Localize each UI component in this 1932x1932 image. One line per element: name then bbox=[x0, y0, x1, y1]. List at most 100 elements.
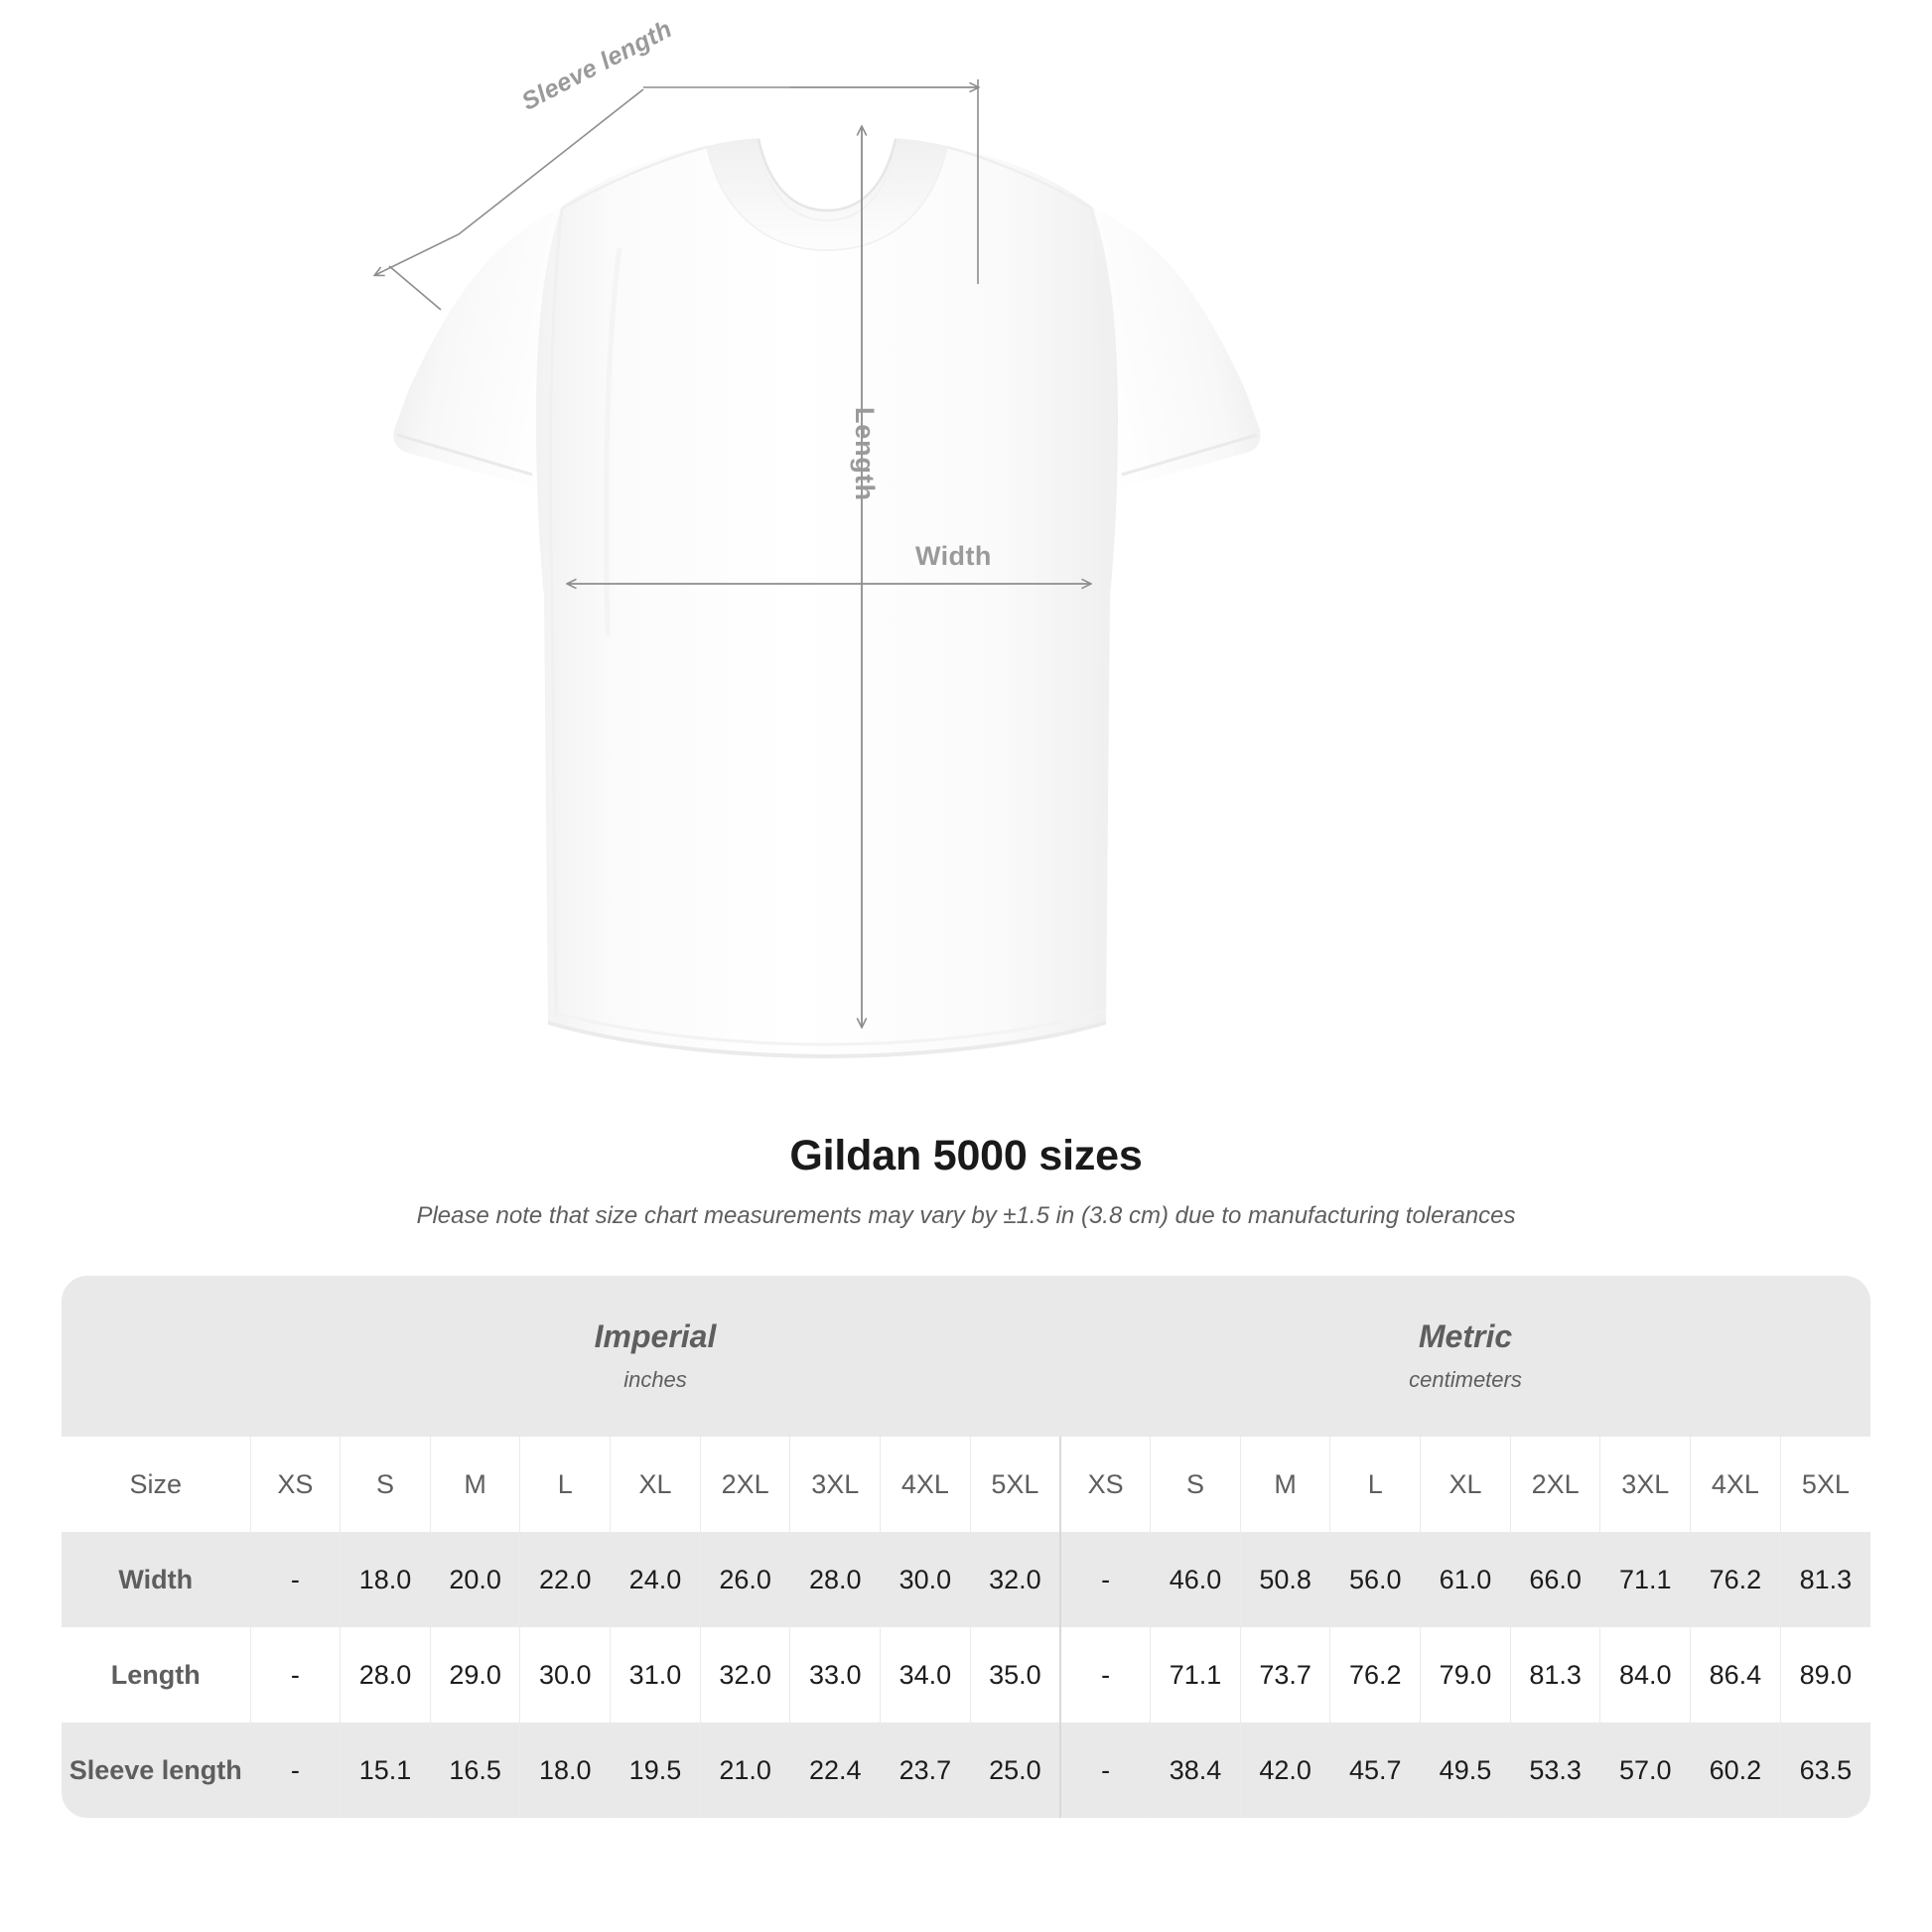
size-column-header-l-imperial: L bbox=[519, 1437, 611, 1532]
size-chart-table-wrapper: Imperial inches Metric centimeters Size XS S M L… bbox=[62, 1276, 1870, 1818]
row-label-length: Length bbox=[62, 1627, 250, 1723]
cell-sleeve-length-metric-xs: - bbox=[1059, 1723, 1151, 1818]
title-block: Gildan 5000 sizes Please note that size … bbox=[0, 1132, 1932, 1230]
unit-name: Metric bbox=[1418, 1318, 1513, 1355]
table-row: Width -18.0 20.0 22.0 24.0 26.0 28.0 30.0 32.0-4… bbox=[62, 1532, 1870, 1627]
table-row: Length -28.0 29.0 30.0 31.0 32.0 33.0 34.0 35.0-… bbox=[62, 1627, 1870, 1723]
cell-length-imperial-m: 29.0 bbox=[429, 1627, 520, 1723]
cell-sleeve-length-imperial-2xl: 21.0 bbox=[699, 1723, 790, 1818]
cell-sleeve-length-imperial-m: 16.5 bbox=[429, 1723, 520, 1818]
size-chart-table: Imperial inches Metric centimeters Size XS S M L… bbox=[62, 1276, 1870, 1818]
cell-length-imperial-l: 30.0 bbox=[519, 1627, 611, 1723]
cell-width-imperial-l: 22.0 bbox=[519, 1532, 611, 1627]
size-column-header-4xl-imperial: 4XL bbox=[880, 1437, 971, 1532]
shoulder-seam-right bbox=[946, 145, 1093, 210]
cell-sleeve-length-metric-2xl: 53.3 bbox=[1509, 1723, 1600, 1818]
page-title: Gildan 5000 sizes bbox=[789, 1132, 1143, 1179]
size-column-header-xl-imperial: XL bbox=[610, 1437, 701, 1532]
tshirt-illustration bbox=[0, 79, 1261, 1059]
size-column-header-2xl-metric: 2XL bbox=[1509, 1437, 1600, 1532]
left-sleeve bbox=[393, 207, 578, 489]
cell-width-imperial-5xl: 32.0 bbox=[969, 1532, 1060, 1627]
cell-sleeve-length-imperial-5xl: 25.0 bbox=[969, 1723, 1060, 1818]
cell-width-metric-l: 56.0 bbox=[1329, 1532, 1421, 1627]
size-column-header-4xl-metric: 4XL bbox=[1690, 1437, 1781, 1532]
cell-length-metric-xl: 79.0 bbox=[1420, 1627, 1511, 1723]
size-column-header-5xl-metric: 5XL bbox=[1779, 1437, 1870, 1532]
bottom-hem bbox=[547, 1021, 1107, 1059]
cell-length-metric-3xl: 84.0 bbox=[1599, 1627, 1691, 1723]
cell-sleeve-length-metric-3xl: 57.0 bbox=[1599, 1723, 1691, 1818]
page-subtitle: Please note that size chart measurements… bbox=[416, 1202, 1516, 1229]
size-header-row: Size XS S M L XL 2XL 3XL 4XL 5XL XS S M L XL 2XL 3XL 4XL 5… bbox=[62, 1437, 1870, 1532]
cell-sleeve-length-imperial-xl: 19.5 bbox=[610, 1723, 701, 1818]
left-sleeve-hem bbox=[396, 433, 533, 477]
body-fold-left bbox=[548, 207, 564, 1018]
cell-sleeve-length-metric-4xl: 60.2 bbox=[1690, 1723, 1781, 1818]
size-column-header-xs-imperial: XS bbox=[249, 1437, 341, 1532]
shirt-body bbox=[536, 147, 1118, 1054]
row-label-sleeve-length: Sleeve length bbox=[62, 1723, 250, 1818]
size-column-header-xl-metric: XL bbox=[1420, 1437, 1511, 1532]
shoulder-seam-left bbox=[561, 145, 708, 210]
unit-name: Imperial bbox=[594, 1318, 717, 1355]
bottom-hem-stitch bbox=[547, 1009, 1107, 1046]
cell-length-imperial-2xl: 32.0 bbox=[699, 1627, 790, 1723]
cell-length-metric-xs: - bbox=[1059, 1627, 1151, 1723]
size-header-label: Size bbox=[62, 1437, 250, 1532]
cell-length-imperial-5xl: 35.0 bbox=[969, 1627, 1060, 1723]
cell-width-metric-xl: 61.0 bbox=[1420, 1532, 1511, 1627]
unit-subtitle: centimeters bbox=[1409, 1366, 1522, 1392]
unit-system-row: Imperial inches Metric centimeters bbox=[62, 1276, 1870, 1437]
cell-length-imperial-xl: 31.0 bbox=[610, 1627, 701, 1723]
neckline-inner bbox=[757, 138, 897, 212]
cell-width-imperial-3xl: 28.0 bbox=[789, 1532, 881, 1627]
row-label-width: Width bbox=[62, 1532, 250, 1627]
size-column-header-s-imperial: S bbox=[340, 1437, 431, 1532]
cell-width-metric-s: 46.0 bbox=[1150, 1532, 1241, 1627]
cell-length-metric-s: 71.1 bbox=[1150, 1627, 1241, 1723]
size-column-header-xs-metric: XS bbox=[1059, 1437, 1151, 1532]
cell-width-imperial-xl: 24.0 bbox=[610, 1532, 701, 1627]
cell-width-imperial-4xl: 30.0 bbox=[880, 1532, 971, 1627]
cell-width-metric-4xl: 76.2 bbox=[1690, 1532, 1781, 1627]
table-row: Sleeve length -15.1 16.5 18.0 19.5 21.0 22.4 23… bbox=[62, 1723, 1870, 1818]
cell-sleeve-length-metric-s: 38.4 bbox=[1150, 1723, 1241, 1818]
cell-sleeve-length-metric-xl: 49.5 bbox=[1420, 1723, 1511, 1818]
cell-width-imperial-s: 18.0 bbox=[340, 1532, 431, 1627]
size-column-header-s-metric: S bbox=[1150, 1437, 1241, 1532]
cell-width-metric-5xl: 81.3 bbox=[1779, 1532, 1870, 1627]
cell-sleeve-length-metric-m: 42.0 bbox=[1239, 1723, 1330, 1818]
cell-sleeve-length-metric-5xl: 63.5 bbox=[1779, 1723, 1870, 1818]
cell-length-metric-m: 73.7 bbox=[1239, 1627, 1330, 1723]
size-column-header-m-metric: M bbox=[1239, 1437, 1330, 1532]
size-column-header-m-imperial: M bbox=[429, 1437, 520, 1532]
size-column-header-l-metric: L bbox=[1329, 1437, 1421, 1532]
cell-length-metric-5xl: 89.0 bbox=[1779, 1627, 1870, 1723]
unit-header-imperial: Imperial inches bbox=[250, 1276, 1060, 1437]
size-column-header-3xl-imperial: 3XL bbox=[789, 1437, 881, 1532]
cell-length-imperial-4xl: 34.0 bbox=[880, 1627, 971, 1723]
length-label: Length bbox=[850, 407, 880, 501]
unit-subtitle: inches bbox=[623, 1366, 687, 1392]
cell-sleeve-length-metric-l: 45.7 bbox=[1329, 1723, 1421, 1818]
cell-width-imperial-xs: - bbox=[249, 1532, 341, 1627]
size-column-header-3xl-metric: 3XL bbox=[1599, 1437, 1691, 1532]
cell-width-metric-2xl: 66.0 bbox=[1509, 1532, 1600, 1627]
neckline-shadow bbox=[758, 148, 897, 222]
cell-length-imperial-3xl: 33.0 bbox=[789, 1627, 881, 1723]
cell-sleeve-length-imperial-s: 15.1 bbox=[340, 1723, 431, 1818]
cell-length-imperial-xs: - bbox=[249, 1627, 341, 1723]
cell-sleeve-length-imperial-4xl: 23.7 bbox=[880, 1723, 971, 1818]
size-column-header-2xl-imperial: 2XL bbox=[699, 1437, 790, 1532]
cell-sleeve-length-imperial-3xl: 22.4 bbox=[789, 1723, 881, 1818]
sleeve-dim-tick bbox=[388, 265, 442, 311]
unit-header-metric: Metric centimeters bbox=[1060, 1276, 1870, 1437]
cell-length-metric-4xl: 86.4 bbox=[1690, 1627, 1781, 1723]
cell-width-imperial-m: 20.0 bbox=[429, 1532, 520, 1627]
cell-width-metric-xs: - bbox=[1059, 1532, 1151, 1627]
tshirt-diagram: Sleeve length Length Width bbox=[0, 15, 1261, 1059]
cell-width-metric-3xl: 71.1 bbox=[1599, 1532, 1691, 1627]
right-sleeve-hem bbox=[1121, 433, 1258, 477]
size-column-header-5xl-imperial: 5XL bbox=[969, 1437, 1060, 1532]
